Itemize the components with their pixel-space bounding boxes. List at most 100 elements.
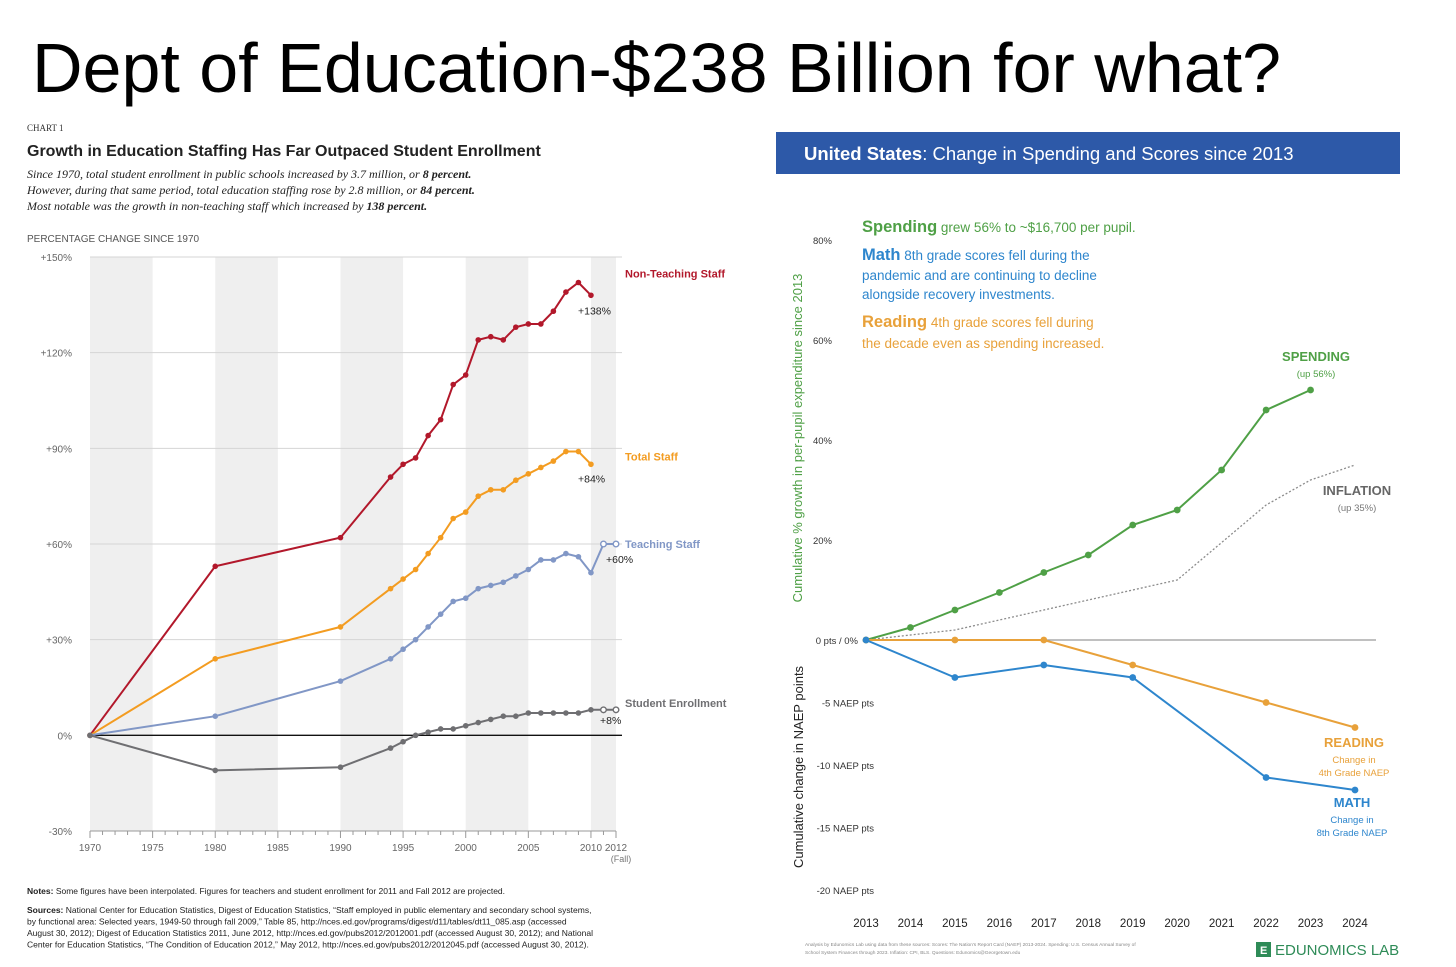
spending-line [865,389,1311,641]
math-point [951,674,959,681]
x-tick-label: 2019 [1120,918,1146,930]
teaching-staff-point [550,557,557,563]
non-teaching-staff-point [575,279,582,286]
subtitle-text: Most notable was the growth in non-teach… [26,199,366,213]
math-series-label: MATH [1334,795,1371,810]
y-tick-label: 0% [58,731,73,742]
teaching-staff-point [500,579,507,586]
reading-point [1351,724,1359,731]
teaching-staff-point [412,636,419,643]
spending-point [1173,506,1181,514]
y-tick-label-pts: -10 NAEP pts [817,761,875,772]
non-teaching-staff-point [538,321,544,327]
total-staff-point [337,624,344,630]
chart-subtitle-line: However, during that same period, total … [26,183,475,197]
annotation-math: Math 8th grade scores fell during the [862,246,1090,264]
total-staff-point [437,534,444,541]
spending-point [1307,386,1314,394]
teaching-staff-line [89,543,616,737]
student-enrollment-point [588,707,594,713]
annotation-reading-head: Reading [862,313,927,331]
teaching-staff-point [387,656,394,662]
student-enrollment-point [475,719,482,726]
non-teaching-staff-point [588,292,594,299]
non-teaching-staff-point [337,534,344,541]
y-tick-label: +150% [41,253,73,264]
sources-line: by functional area: Selected years, 1949… [27,917,567,927]
student-enrollment-point [212,767,219,774]
teaching-staff-point [525,566,532,573]
chart-title: Growth in Education Staffing Has Far Out… [27,143,541,160]
y-axis-title-naep: Cumulative change in NAEP points [791,665,806,868]
spending-point [995,589,1003,596]
chart-kicker: CHART 1 [27,123,64,133]
title-banner [776,132,1400,174]
x-tick-label: 1985 [267,843,290,854]
x-tick-label: 2000 [455,843,478,854]
student-enrollment-point [500,713,507,719]
reading-point [1040,636,1048,644]
total-staff-point [575,448,582,455]
sources-line: Center for Education Statistics, “The Co… [27,940,589,950]
student-enrollment-point [599,706,607,714]
y-tick-label-pct: 80% [813,236,833,247]
notes-label: Notes: [27,886,56,896]
sources-text: by functional area: Selected years, 1949… [27,917,567,927]
student-enrollment-point [525,710,532,716]
x-tick-label: 2022 [1253,918,1279,930]
student-enrollment-point [400,738,406,745]
teaching-staff-end-value: +60% [606,554,633,566]
x-tick-label: 2012 [605,843,628,854]
total-staff-point [487,486,494,493]
math-series-sublabel: 8th Grade NAEP [1317,828,1388,839]
annotation-spending: Spending grew 56% to ~$16,700 per pupil. [862,218,1136,236]
x-tick-label: 2024 [1342,918,1368,930]
edunomics-logo-glyph: E [1260,945,1267,957]
x-tick-label: 2020 [1164,918,1190,930]
spending-point [1129,521,1137,529]
annotation-reading-text: 4th grade scores fell during [927,315,1094,330]
total-staff-legend-label: Total Staff [625,451,678,463]
total-staff-point [525,471,532,477]
non-teaching-staff-point [513,324,519,330]
x-tick-label: 1970 [79,843,102,854]
y-tick-label: +90% [46,444,72,455]
spending-point [1218,466,1226,474]
spending-series-label: SPENDING [1282,349,1350,364]
student-enrollment-point [387,745,394,751]
non-teaching-staff-point [412,455,419,461]
y-tick-label-pts: -5 NAEP pts [822,699,874,710]
notes: Notes: Some figures have been interpolat… [27,886,505,896]
spending-point [1040,569,1048,576]
total-staff-point [462,509,469,515]
annotation-math-text: 8th grade scores fell during the [901,248,1090,263]
reading-point [1262,699,1270,706]
math-point [1351,786,1359,794]
annotation-reading: Reading 4th grade scores fell during [862,313,1094,331]
title-rest: : Change in Spending and Scores since 20… [922,143,1293,164]
total-staff-point [212,656,219,662]
student-enrollment-point [450,726,456,732]
student-enrollment-point [513,713,519,719]
y-tick-label-pts: -15 NAEP pts [817,824,875,835]
notes-text: Some figures have been interpolated. Fig… [56,886,505,896]
math-point [1262,774,1270,781]
non-teaching-staff-point [387,474,394,480]
non-teaching-staff-point [212,563,219,570]
y-tick-label: -30% [49,827,72,838]
y-axis-title-spending: Cumulative % growth in per-pupil expendi… [790,274,805,603]
student-enrollment-point [563,710,569,716]
student-enrollment-legend-label: Student Enrollment [625,698,727,710]
non-teaching-staff-point [475,337,482,343]
subtitle-text: Since 1970, total student enrollment in … [27,167,423,181]
x-tick-label: 2018 [1075,918,1101,930]
non-teaching-staff-point [487,333,494,340]
total-staff-point [538,464,544,471]
teaching-staff-point [400,646,406,653]
teaching-staff-point [513,573,519,579]
subtitle-text: However, during that same period, total … [26,183,420,197]
reading-series-label: READING [1324,735,1384,750]
non-teaching-staff-point [400,461,406,468]
student-enrollment-point [425,729,431,735]
total-staff-point [450,515,456,522]
